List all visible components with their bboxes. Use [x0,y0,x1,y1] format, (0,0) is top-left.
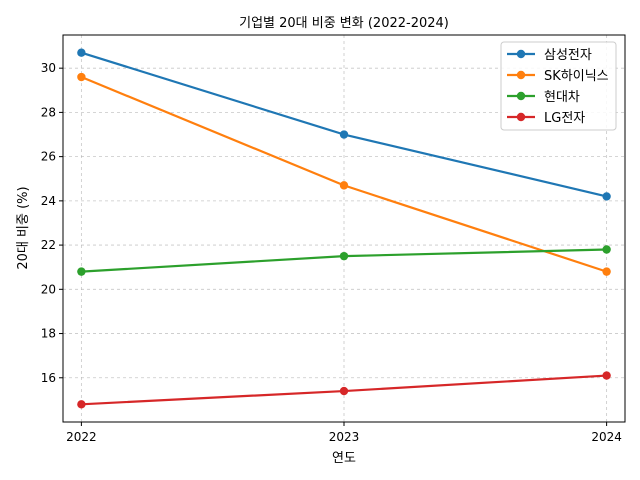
y-tick-label: 30 [41,61,56,75]
y-tick-label: 26 [41,150,56,164]
y-tick-label: 22 [41,238,56,252]
legend-marker [516,70,526,80]
y-tick-label: 24 [41,194,56,208]
series [77,72,611,276]
legend-frame [500,41,617,131]
y-axis: 16 18 20 22 24 26 28 30 [41,61,63,385]
data-point [77,267,86,276]
legend-marker [516,49,526,59]
data-point [339,130,349,139]
series [77,371,611,409]
x-tick-label: 2024 [591,430,622,444]
data-point [77,400,86,409]
y-tick-label: 18 [41,327,56,341]
data-point [602,267,611,276]
y-tick-label: 16 [41,371,56,385]
data-point [77,48,86,57]
series-layer [77,48,611,409]
data-point [339,386,349,396]
data-point [602,192,611,201]
series [77,48,611,201]
legend-marker [516,112,526,122]
x-tick-label: 2023 [329,430,360,444]
data-point [339,181,349,190]
y-axis-label: 20대 비중 (%) [16,186,31,269]
data-point [602,245,611,254]
x-axis-label: 연도 [332,451,356,466]
series [77,245,611,276]
y-tick-label: 28 [41,105,56,119]
legend-marker [516,91,526,101]
chart-title: 기업별 20대 비중 변화 (2022-2024) [239,16,449,31]
data-point [339,251,349,261]
legend-label: 삼성전자 [544,48,592,63]
data-point [602,371,611,380]
y-tick-label: 20 [41,282,56,296]
legend-label: SK하이닉스 [544,69,609,84]
x-tick-label: 2022 [66,430,97,444]
x-axis: 2022 2023 2024 [66,422,622,444]
legend-label: LG전자 [544,111,585,126]
data-point [77,72,86,82]
legend-label: 현대차 [544,90,580,105]
